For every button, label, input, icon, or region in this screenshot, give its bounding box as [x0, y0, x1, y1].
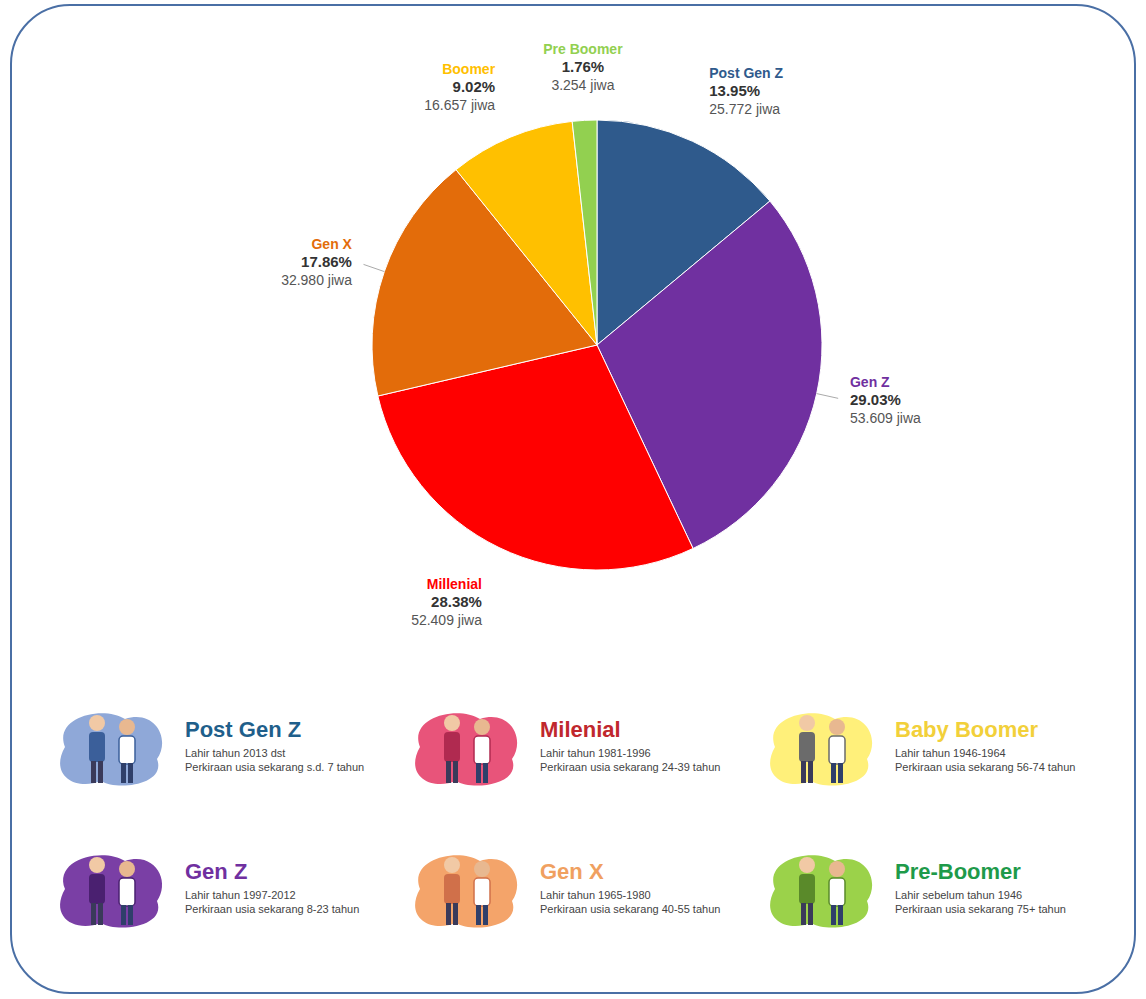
svg-text:32.980 jiwa: 32.980 jiwa	[281, 272, 352, 288]
svg-text:29.03%: 29.03%	[850, 391, 901, 408]
html-text:Baby Boomer: Baby Boomer	[895, 716, 1038, 742]
html-text:Gen Z: Gen Z	[185, 858, 248, 884]
svg-text:Gen Z: Gen Z	[850, 374, 890, 390]
html-text:Perkiraan usia sekarang 56-74: Perkiraan usia sekarang 56-74 tahun	[895, 760, 1076, 773]
svg-text:Millenial: Millenial	[427, 576, 482, 592]
svg-text:3.254 jiwa: 3.254 jiwa	[551, 77, 614, 93]
html-text:Post Gen Z: Post Gen Z	[185, 716, 302, 742]
svg-text:53.609 jiwa: 53.609 jiwa	[850, 410, 921, 426]
svg-text:Pre Boomer: Pre Boomer	[543, 41, 623, 57]
svg-text:52.409 jiwa: 52.409 jiwa	[411, 612, 482, 628]
html-text:Pre-Boomer: Pre-Boomer	[895, 858, 1021, 884]
html-text:Perkiraan usia sekarang 8-23 t: Perkiraan usia sekarang 8-23 tahun	[185, 902, 360, 915]
html-text:Lahir sebelum tahun 1946: Lahir sebelum tahun 1946	[895, 888, 1023, 901]
svg-text:Post Gen Z: Post Gen Z	[709, 65, 783, 81]
html-text:Lahir tahun 1946-1964: Lahir tahun 1946-1964	[895, 746, 1006, 759]
html-text:Milenial: Milenial	[540, 716, 621, 742]
html-text:Perkiraan usia sekarang 75+ ta: Perkiraan usia sekarang 75+ tahun	[895, 902, 1066, 915]
svg-text:16.657 jiwa: 16.657 jiwa	[424, 97, 495, 113]
svg-text:Boomer: Boomer	[442, 61, 495, 77]
html-text:Lahir tahun 1981-1996: Lahir tahun 1981-1996	[540, 746, 651, 759]
svg-text:Gen X: Gen X	[311, 236, 352, 252]
html-text:Perkiraan usia sekarang 24-39: Perkiraan usia sekarang 24-39 tahun	[540, 760, 721, 773]
html-text:Perkiraan usia sekarang s.d. 7: Perkiraan usia sekarang s.d. 7 tahun	[185, 760, 365, 773]
html-text:Lahir tahun 1965-1980: Lahir tahun 1965-1980	[540, 888, 651, 901]
svg-text:13.95%: 13.95%	[709, 82, 760, 99]
svg-text:9.02%: 9.02%	[453, 78, 496, 95]
html-text:Gen X: Gen X	[540, 858, 604, 884]
html-text:Lahir tahun 2013 dst: Lahir tahun 2013 dst	[185, 746, 286, 759]
svg-text:17.86%: 17.86%	[301, 253, 352, 270]
svg-text:1.76%: 1.76%	[562, 58, 605, 75]
svg-text:25.772 jiwa: 25.772 jiwa	[709, 101, 780, 117]
html-text:Lahir tahun 1997-2012: Lahir tahun 1997-2012	[185, 888, 296, 901]
svg-text:28.38%: 28.38%	[431, 593, 482, 610]
html-text:Perkiraan usia sekarang 40-55: Perkiraan usia sekarang 40-55 tahun	[540, 902, 721, 915]
